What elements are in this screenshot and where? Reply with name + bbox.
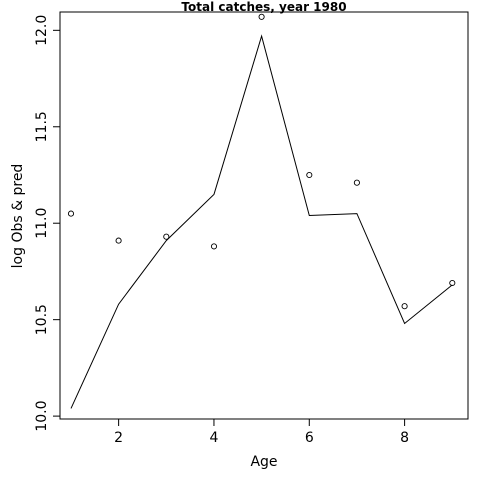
plot-frame: [59, 11, 469, 420]
x-tick-label: 2: [114, 430, 123, 446]
x-tick-label: 8: [400, 430, 409, 446]
observed-point: [306, 171, 313, 179]
x-axis-label: Age: [250, 454, 277, 470]
x-tick-label: 6: [305, 430, 314, 446]
observed-point: [115, 237, 122, 244]
y-tick-label: 10.0: [34, 401, 50, 432]
observed-point: [67, 210, 75, 217]
y-tick-label: 11.0: [34, 208, 50, 239]
y-tick-label: 12.0: [34, 15, 50, 46]
observed-point: [449, 279, 456, 287]
observed-point: [163, 233, 170, 240]
x-tick-label: 4: [209, 430, 218, 446]
y-axis: 10.0 10.5 11.0 11.5 12.0: [34, 15, 61, 432]
observed-point: [258, 13, 265, 20]
y-tick-label: 11.5: [34, 111, 50, 142]
y-axis-label: log Obs & pred: [10, 164, 26, 269]
chart-title: Total catches, year 1980: [181, 0, 346, 14]
predicted-line: [70, 34, 453, 409]
observed-point: [210, 243, 218, 250]
observed-point: [353, 179, 360, 186]
series-layer: [67, 13, 456, 409]
observed-point: [401, 303, 408, 310]
x-axis: 2 4 6 8: [114, 418, 409, 446]
y-tick-label: 10.5: [34, 304, 50, 335]
